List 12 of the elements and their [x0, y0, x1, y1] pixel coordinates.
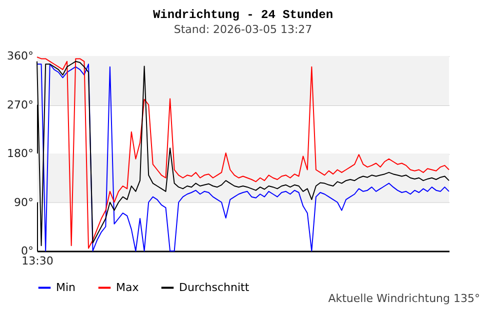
y-tick-label: 180° [7, 147, 34, 160]
legend-label: Durchschnitt [179, 280, 250, 294]
legend-label: Max [116, 280, 140, 294]
chart-subtitle: Stand: 2026-03-05 13:27 [174, 23, 312, 36]
y-tick-label: 360° [7, 50, 34, 62]
text: Aktuelle Windrichtung 135° [328, 292, 480, 305]
legend-label: Min [56, 280, 76, 294]
x-tick-label: 13:30 [22, 254, 54, 268]
chart-title: Windrichtung - 24 Stunden [152, 8, 334, 22]
y-tick-label: 0° [21, 244, 34, 258]
y-tick-label: 270° [7, 98, 34, 112]
y-tick-label: 90° [14, 196, 34, 209]
